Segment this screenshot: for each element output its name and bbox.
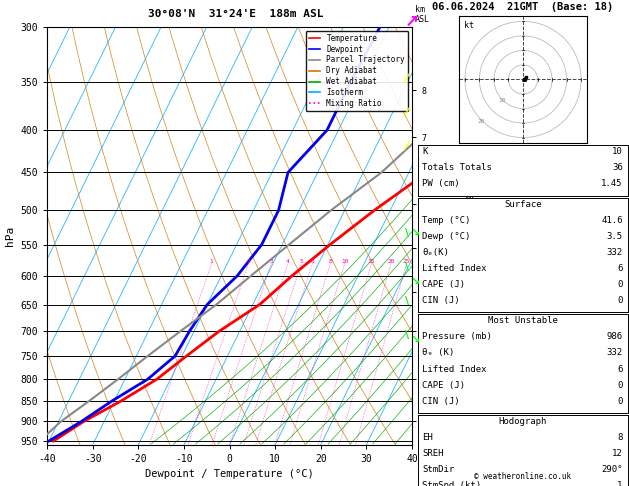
Text: \: \ xyxy=(405,262,409,272)
Text: 8: 8 xyxy=(617,433,623,442)
Text: 290°: 290° xyxy=(601,465,623,474)
Text: /: / xyxy=(403,105,411,119)
Text: 6: 6 xyxy=(311,259,314,263)
Y-axis label: Mixing Ratio (g/kg): Mixing Ratio (g/kg) xyxy=(465,188,474,283)
Legend: Temperature, Dewpoint, Parcel Trajectory, Dry Adiabat, Wet Adiabat, Isotherm, Mi: Temperature, Dewpoint, Parcel Trajectory… xyxy=(306,31,408,111)
Text: Dewp (°C): Dewp (°C) xyxy=(422,232,470,241)
Text: © weatheronline.co.uk: © weatheronline.co.uk xyxy=(474,472,572,481)
Text: 12: 12 xyxy=(612,449,623,458)
Text: 10: 10 xyxy=(341,259,348,263)
Text: 332: 332 xyxy=(606,248,623,257)
Text: StmSpd (kt): StmSpd (kt) xyxy=(422,481,481,486)
Text: 25: 25 xyxy=(403,259,410,263)
Text: 3.5: 3.5 xyxy=(606,232,623,241)
Text: Hodograph: Hodograph xyxy=(499,417,547,426)
Text: Surface: Surface xyxy=(504,200,542,209)
Text: Most Unstable: Most Unstable xyxy=(488,316,558,326)
Text: 1.45: 1.45 xyxy=(601,179,623,189)
Text: EH: EH xyxy=(422,433,433,442)
Text: 986: 986 xyxy=(606,332,623,342)
Text: CIN (J): CIN (J) xyxy=(422,296,460,305)
Text: CAPE (J): CAPE (J) xyxy=(422,381,465,390)
Text: θₑ(K): θₑ(K) xyxy=(422,248,449,257)
Text: 1: 1 xyxy=(209,259,213,263)
Text: K: K xyxy=(422,147,428,156)
Text: 0: 0 xyxy=(617,381,623,390)
Text: km
ASL: km ASL xyxy=(415,5,430,24)
Text: 06.06.2024  21GMT  (Base: 18): 06.06.2024 21GMT (Base: 18) xyxy=(432,2,614,13)
Text: 8: 8 xyxy=(328,259,332,263)
Text: PW (cm): PW (cm) xyxy=(422,179,460,189)
Text: 36: 36 xyxy=(612,163,623,173)
Text: Lifted Index: Lifted Index xyxy=(422,264,487,273)
Text: θₑ (K): θₑ (K) xyxy=(422,348,454,358)
Text: 0: 0 xyxy=(617,296,623,305)
Text: 4: 4 xyxy=(286,259,290,263)
Text: Totals Totals: Totals Totals xyxy=(422,163,492,173)
Text: 15: 15 xyxy=(368,259,375,263)
Text: 332: 332 xyxy=(606,348,623,358)
Text: 0: 0 xyxy=(617,397,623,406)
Text: 5: 5 xyxy=(299,259,303,263)
Text: ↘: ↘ xyxy=(411,335,420,345)
Text: 2: 2 xyxy=(247,259,250,263)
Text: 6: 6 xyxy=(617,264,623,273)
Text: Pressure (mb): Pressure (mb) xyxy=(422,332,492,342)
Text: kt: kt xyxy=(464,21,474,30)
Text: 41.6: 41.6 xyxy=(601,216,623,225)
Text: 3: 3 xyxy=(269,259,273,263)
Text: 10: 10 xyxy=(612,147,623,156)
Text: 1: 1 xyxy=(617,481,623,486)
Text: SREH: SREH xyxy=(422,449,443,458)
Text: \: \ xyxy=(405,296,409,306)
Text: ↘: ↘ xyxy=(411,228,420,238)
Text: CIN (J): CIN (J) xyxy=(422,397,460,406)
Text: ↘: ↘ xyxy=(411,277,420,287)
Text: \: \ xyxy=(405,228,409,238)
X-axis label: Dewpoint / Temperature (°C): Dewpoint / Temperature (°C) xyxy=(145,469,314,479)
Y-axis label: hPa: hPa xyxy=(5,226,15,246)
Text: 6: 6 xyxy=(617,364,623,374)
Text: 30°08'N  31°24'E  188m ASL: 30°08'N 31°24'E 188m ASL xyxy=(148,9,324,19)
Text: 20: 20 xyxy=(477,119,485,124)
Text: ↗: ↗ xyxy=(405,13,419,31)
Text: /: / xyxy=(403,139,411,153)
Text: 0: 0 xyxy=(617,280,623,289)
Text: 20: 20 xyxy=(387,259,395,263)
Text: \: \ xyxy=(405,330,409,340)
Text: 10: 10 xyxy=(498,98,506,103)
Text: /: / xyxy=(403,71,411,85)
Text: Lifted Index: Lifted Index xyxy=(422,364,487,374)
Text: CAPE (J): CAPE (J) xyxy=(422,280,465,289)
Text: Temp (°C): Temp (°C) xyxy=(422,216,470,225)
Text: StmDir: StmDir xyxy=(422,465,454,474)
